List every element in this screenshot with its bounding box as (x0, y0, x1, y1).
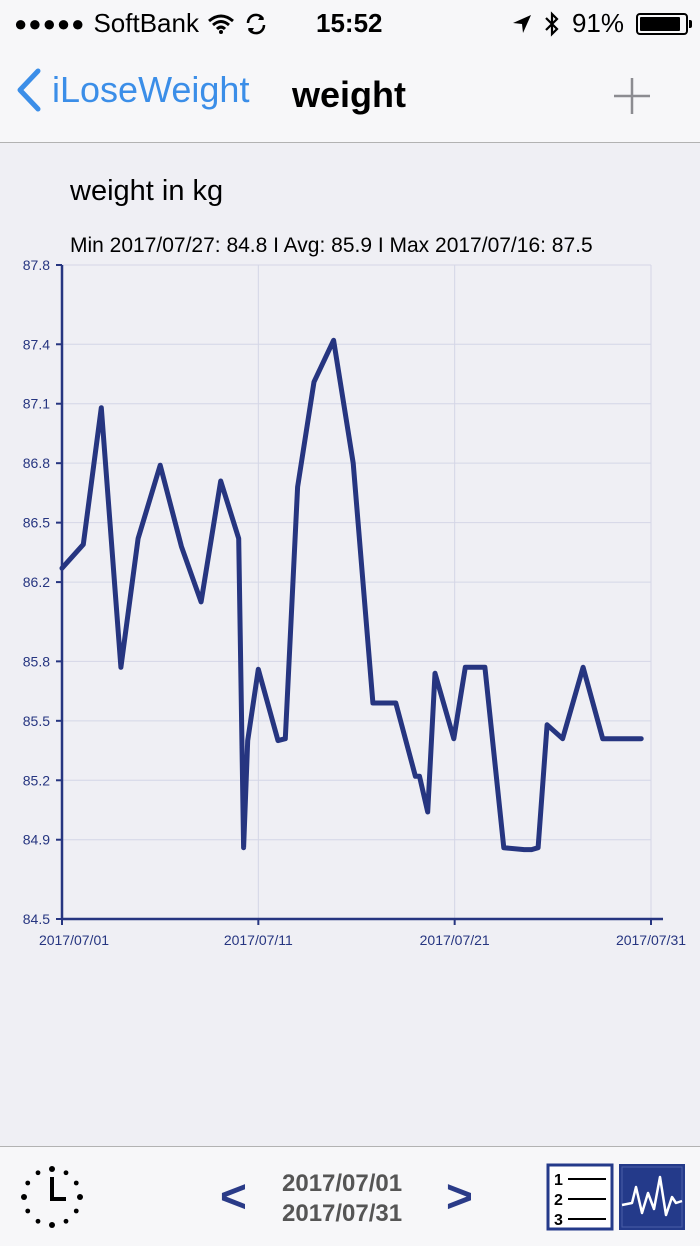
list-number-2: 2 (554, 1192, 563, 1209)
chart-stats: Min 2017/07/27: 84.8 I Avg: 85.9 I Max 2… (70, 234, 593, 257)
status-left: ●●●●● SoftBank (14, 8, 269, 39)
y-tick-label: 87.8 (23, 257, 50, 273)
y-tick-label: 85.2 (23, 772, 50, 788)
back-button-label: iLoseWeight (52, 69, 250, 110)
previous-period-button[interactable]: < (220, 1170, 247, 1222)
signal-strength-icon: ●●●●● (14, 10, 86, 36)
back-button[interactable]: iLoseWeight (16, 68, 249, 112)
y-tick-label: 85.5 (23, 713, 50, 729)
clock-time: 15:52 (316, 8, 383, 38)
y-tick-label: 86.8 (23, 455, 50, 471)
y-tick-label: 84.5 (23, 911, 50, 927)
page-title: weight (292, 74, 406, 115)
status-right: 91% (512, 8, 692, 39)
weight-chart: 87.8 87.4 87.1 86.8 86.5 86.2 85.8 85.5 85.2 84.9… (23, 257, 686, 948)
range-start: 2017/07/01 (282, 1170, 403, 1197)
graph-view-icon[interactable] (618, 1163, 686, 1231)
clock-icon[interactable] (18, 1163, 86, 1231)
battery-icon (636, 12, 692, 35)
carrier-label: SoftBank (93, 8, 199, 38)
y-tick-label: 84.9 (23, 832, 50, 848)
y-tick-label: 87.1 (23, 396, 50, 412)
list-number-1: 1 (554, 1172, 563, 1189)
list-view-icon[interactable]: 1 2 3 (546, 1163, 614, 1231)
y-tick-label: 87.4 (23, 336, 50, 352)
range-end: 2017/07/31 (282, 1200, 403, 1227)
list-number-3: 3 (554, 1212, 563, 1229)
status-bar: ●●●●● SoftBank 15:52 91% (0, 0, 700, 48)
date-range: 2017/07/01 2017/07/31 (282, 1169, 402, 1229)
bluetooth-icon (545, 10, 559, 37)
chart-title: weight in kg (70, 175, 224, 207)
y-tick-label: 86.5 (23, 515, 50, 531)
x-tick-label: 2017/07/01 (39, 932, 109, 948)
navigation-bar: iLoseWeight weight (0, 48, 700, 143)
sync-icon (246, 13, 266, 34)
wifi-icon (208, 14, 234, 34)
location-arrow-icon (512, 14, 531, 33)
y-tick-label: 85.8 (23, 653, 50, 669)
add-button[interactable] (612, 76, 652, 116)
weight-series-line (59, 337, 644, 853)
y-tick-label: 86.2 (23, 574, 50, 590)
chevron-left-icon (17, 68, 41, 112)
x-tick-label: 2017/07/31 (616, 932, 686, 948)
x-tick-label: 2017/07/21 (420, 932, 490, 948)
battery-percent: 91% (571, 8, 624, 38)
next-period-button[interactable]: > (446, 1170, 473, 1222)
x-tick-label: 2017/07/11 (224, 932, 293, 948)
battery-level-fill (640, 16, 681, 31)
bottom-toolbar: < 2017/07/01 2017/07/31 > 1 2 3 (0, 1146, 700, 1246)
